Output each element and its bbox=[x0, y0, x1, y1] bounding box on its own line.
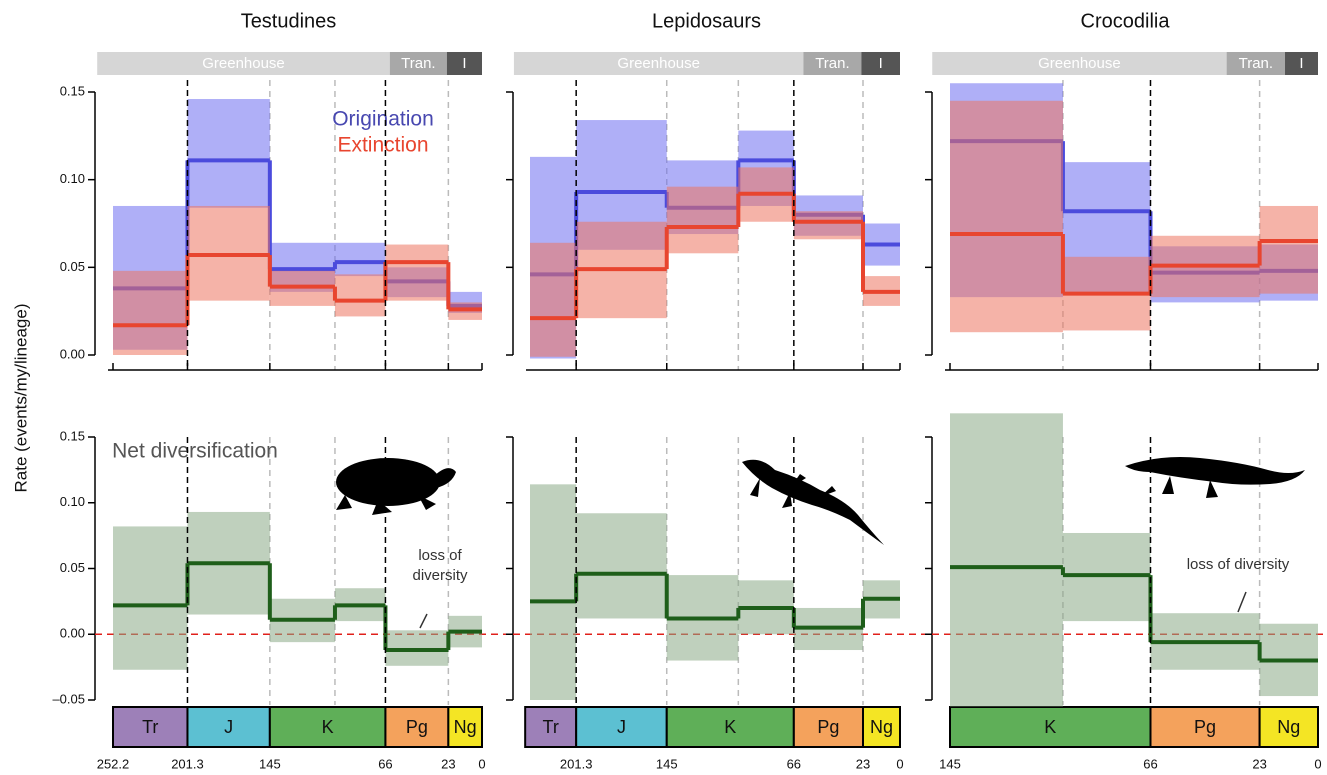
annotation: loss of diversity bbox=[1187, 556, 1290, 573]
climate-label: Greenhouse bbox=[1038, 55, 1121, 72]
climate-segment bbox=[1226, 52, 1286, 75]
ci-band bbox=[334, 242, 386, 277]
period-label: Tr bbox=[142, 717, 158, 737]
ci-band bbox=[950, 413, 1063, 707]
climate-segment bbox=[446, 52, 482, 75]
panel-title: Testudines bbox=[241, 10, 337, 32]
ci-band bbox=[187, 99, 270, 208]
climate-segment bbox=[932, 52, 1227, 75]
ci-band bbox=[666, 186, 739, 254]
ci-band bbox=[576, 513, 667, 619]
crocodile-silhouette bbox=[1125, 457, 1305, 498]
period-label: K bbox=[322, 717, 334, 737]
annotation: diversity bbox=[412, 567, 468, 584]
x-tick-label: 145 bbox=[939, 756, 961, 771]
period-box bbox=[447, 706, 484, 748]
y-tick-label: –0.05 bbox=[52, 691, 85, 706]
ci-band bbox=[530, 484, 577, 700]
climate-label: Tran. bbox=[1239, 55, 1273, 72]
climate-label: Greenhouse bbox=[617, 55, 700, 72]
climate-segment bbox=[1285, 52, 1318, 75]
x-tick-label: 66 bbox=[378, 756, 392, 771]
period-box bbox=[1149, 706, 1261, 748]
climate-segment bbox=[803, 52, 862, 75]
x-tick-label: 23 bbox=[856, 756, 870, 771]
x-tick-label: 23 bbox=[1252, 756, 1266, 771]
period-label: Ng bbox=[1277, 717, 1300, 737]
period-label: Pg bbox=[1194, 717, 1216, 737]
panel-title: Crocodilia bbox=[1081, 10, 1171, 32]
x-tick-label: 145 bbox=[656, 756, 678, 771]
ci-band bbox=[1259, 205, 1318, 294]
period-box bbox=[665, 706, 795, 748]
y-tick-label: 0.10 bbox=[60, 494, 85, 509]
ci-band bbox=[113, 270, 188, 355]
plot-area: Testudines Greenhouse Tran. I Tr J K Pg Ng 252.2 2… bbox=[52, 10, 1327, 771]
climate-segment bbox=[97, 52, 390, 75]
period-label: Pg bbox=[817, 717, 839, 737]
panel-title: Lepidosaurs bbox=[652, 10, 761, 32]
y-tick-label: 0.05 bbox=[60, 259, 85, 274]
period-label: Ng bbox=[454, 717, 477, 737]
annotation: loss of bbox=[418, 547, 462, 564]
x-tick-label: 201.3 bbox=[171, 756, 204, 771]
legend-entry: Extinction bbox=[337, 134, 428, 157]
y-tick-label: 0.00 bbox=[60, 626, 85, 641]
x-tick-label: 66 bbox=[787, 756, 801, 771]
x-tick-label: 145 bbox=[259, 756, 281, 771]
legend-entry: Net diversification bbox=[112, 440, 278, 463]
period-box bbox=[862, 706, 901, 748]
y-tick-label: 0.00 bbox=[60, 346, 85, 361]
period-label: J bbox=[224, 717, 233, 737]
period-label: K bbox=[724, 717, 736, 737]
ci-band bbox=[793, 211, 863, 240]
x-tick-label: 0 bbox=[896, 756, 903, 771]
y-tick-label: 0.15 bbox=[60, 428, 85, 443]
climate-label: I bbox=[879, 55, 883, 72]
x-tick-label: 66 bbox=[1143, 756, 1157, 771]
x-tick-label: 201.3 bbox=[560, 756, 593, 771]
climate-label: Greenhouse bbox=[202, 55, 285, 72]
y-tick-label: 0.10 bbox=[60, 171, 85, 186]
lizard-silhouette bbox=[742, 459, 884, 545]
ci-band bbox=[950, 100, 1063, 333]
period-label: J bbox=[617, 717, 626, 737]
x-tick-label: 252.2 bbox=[97, 756, 130, 771]
climate-label: I bbox=[1299, 55, 1303, 72]
y-tick-label: 0.15 bbox=[60, 83, 85, 98]
y-axis-label: Rate (events/my/lineage) bbox=[11, 304, 30, 493]
x-tick-label: 23 bbox=[441, 756, 455, 771]
climate-label: Tran. bbox=[815, 55, 849, 72]
annotation-pointer bbox=[419, 613, 428, 629]
period-box bbox=[792, 706, 865, 748]
period-label: Tr bbox=[543, 717, 559, 737]
ci-band bbox=[385, 244, 449, 301]
ci-band bbox=[113, 526, 188, 670]
y-tick-label: 0.05 bbox=[60, 560, 85, 575]
period-box bbox=[1258, 706, 1319, 748]
x-tick-label: 0 bbox=[478, 756, 485, 771]
climate-segment bbox=[513, 52, 804, 75]
climate-label: I bbox=[462, 55, 466, 72]
period-label: K bbox=[1044, 717, 1056, 737]
period-box bbox=[575, 706, 668, 748]
ci-band bbox=[334, 274, 386, 317]
period-label: Ng bbox=[870, 717, 893, 737]
climate-label: Tran. bbox=[401, 55, 435, 72]
climate-segment bbox=[389, 52, 447, 75]
period-label: Pg bbox=[406, 717, 428, 737]
annotation-pointer bbox=[1237, 591, 1247, 613]
climate-segment bbox=[861, 52, 900, 75]
period-box bbox=[268, 706, 387, 748]
legend-entry: Origination bbox=[332, 108, 434, 131]
ci-band bbox=[530, 242, 577, 357]
turtle-silhouette bbox=[336, 458, 456, 515]
x-tick-label: 0 bbox=[1314, 756, 1321, 771]
